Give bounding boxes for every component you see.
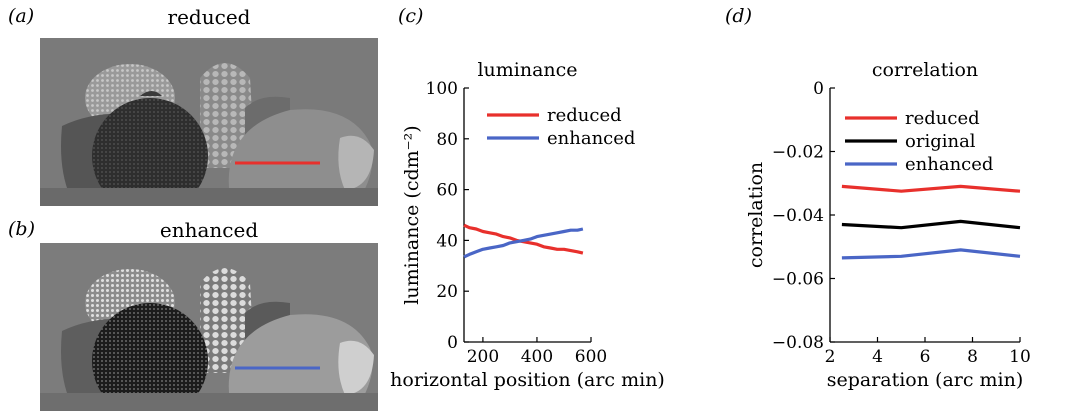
y-axis-label: correlation xyxy=(745,162,767,268)
series-line-reduced xyxy=(841,184,1021,193)
panel-a-label: (a) xyxy=(8,5,35,27)
panel-d-label: (d) xyxy=(725,5,752,27)
panel-b-title: enhanced xyxy=(159,218,259,242)
y-tick-label: −0.06 xyxy=(772,270,824,290)
series-line-original xyxy=(841,219,1021,230)
y-tick-label: 20 xyxy=(436,282,458,302)
y-tick-label: 0 xyxy=(813,79,824,99)
legend-label-original: original xyxy=(905,131,976,152)
x-axis-label: separation (arc min) xyxy=(827,369,1024,391)
x-tick-label: 400 xyxy=(521,347,553,367)
panel-b-label: (b) xyxy=(8,218,35,240)
panel-a-title: reduced xyxy=(167,5,251,29)
y-tick-label: 40 xyxy=(436,231,458,251)
legend-label-reduced: reduced xyxy=(905,108,980,129)
y-tick-label: 80 xyxy=(436,130,458,150)
panel-c-label: (c) xyxy=(398,5,424,27)
y-tick-label: −0.04 xyxy=(772,206,824,226)
x-tick-label: 10 xyxy=(1009,347,1031,367)
chart-title: luminance xyxy=(477,59,577,81)
x-tick-label: 600 xyxy=(575,347,607,367)
x-tick-label: 8 xyxy=(967,347,978,367)
legend-label-enhanced: enhanced xyxy=(905,154,993,175)
x-tick-label: 6 xyxy=(920,347,931,367)
x-tick-label: 2 xyxy=(825,347,836,367)
series-line-enhanced xyxy=(841,248,1021,260)
y-tick-label: −0.02 xyxy=(772,143,824,163)
x-axis-label: horizontal position (arc min) xyxy=(390,369,665,391)
y-tick-label: 0 xyxy=(447,333,458,353)
y-tick-label: −0.08 xyxy=(772,333,824,353)
enhanced-image xyxy=(40,243,378,411)
legend-label-reduced: reduced xyxy=(547,105,622,126)
x-tick-label: 4 xyxy=(872,347,883,367)
y-tick-label: 100 xyxy=(426,79,458,99)
y-axis-label: luminance (cdm⁻²) xyxy=(401,125,423,304)
y-tick-label: 60 xyxy=(436,181,458,201)
series-line-enhanced xyxy=(463,227,584,259)
chart-title: correlation xyxy=(872,59,978,81)
reduced-image xyxy=(40,38,378,206)
x-tick-label: 200 xyxy=(467,347,499,367)
legend-label-enhanced: enhanced xyxy=(547,128,635,149)
